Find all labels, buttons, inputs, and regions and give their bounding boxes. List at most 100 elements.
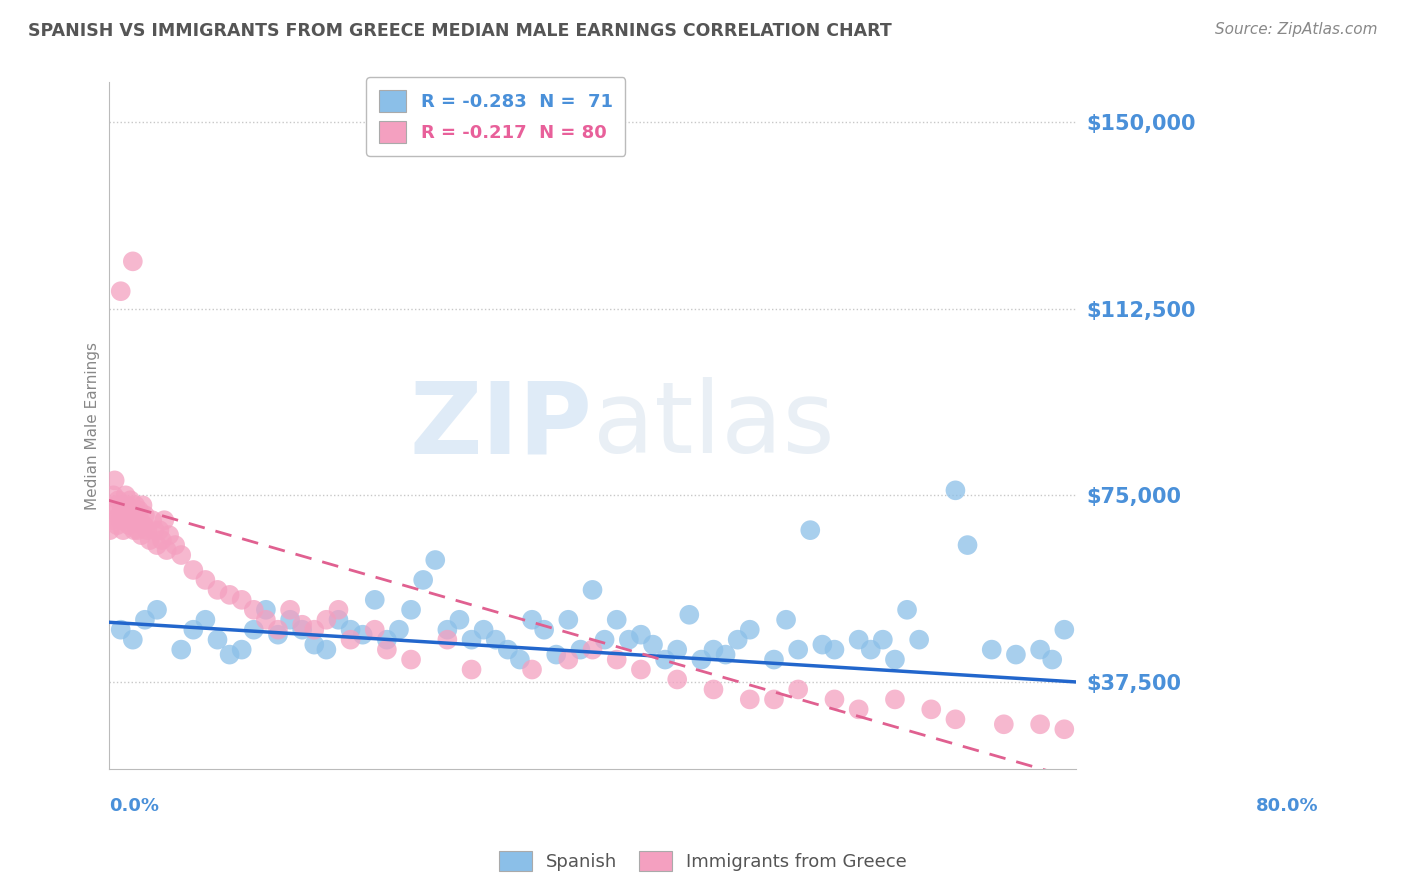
- Point: [231, 642, 253, 657]
- Point: [315, 613, 337, 627]
- Point: [920, 702, 942, 716]
- Text: 0.0%: 0.0%: [108, 797, 159, 814]
- Point: [617, 632, 640, 647]
- Point: [993, 717, 1015, 731]
- Point: [120, 493, 142, 508]
- Point: [872, 632, 894, 647]
- Point: [194, 573, 217, 587]
- Y-axis label: Median Male Earnings: Median Male Earnings: [86, 342, 100, 509]
- Point: [738, 692, 761, 706]
- Point: [121, 632, 143, 647]
- Point: [125, 513, 148, 527]
- Point: [352, 628, 374, 642]
- Point: [738, 623, 761, 637]
- Point: [1029, 717, 1052, 731]
- Point: [606, 613, 628, 627]
- Point: [908, 632, 931, 647]
- Point: [641, 638, 664, 652]
- Point: [425, 553, 447, 567]
- Point: [496, 642, 519, 657]
- Point: [460, 663, 482, 677]
- Point: [181, 563, 204, 577]
- Point: [278, 603, 301, 617]
- Point: [129, 528, 152, 542]
- Point: [787, 642, 810, 657]
- Point: [146, 603, 169, 617]
- Text: ZIP: ZIP: [409, 377, 592, 475]
- Point: [148, 523, 170, 537]
- Point: [115, 498, 138, 512]
- Point: [254, 613, 277, 627]
- Point: [412, 573, 434, 587]
- Point: [141, 513, 163, 527]
- Point: [546, 648, 568, 662]
- Point: [108, 508, 131, 523]
- Point: [630, 628, 652, 642]
- Point: [945, 483, 967, 498]
- Point: [207, 632, 229, 647]
- Point: [156, 543, 179, 558]
- Point: [775, 613, 797, 627]
- Point: [956, 538, 979, 552]
- Point: [243, 623, 266, 637]
- Point: [291, 623, 314, 637]
- Point: [762, 652, 785, 666]
- Point: [884, 692, 907, 706]
- Point: [218, 588, 240, 602]
- Point: [449, 613, 471, 627]
- Point: [278, 613, 301, 627]
- Point: [114, 488, 136, 502]
- Point: [98, 523, 121, 537]
- Point: [569, 642, 592, 657]
- Point: [533, 623, 555, 637]
- Point: [121, 503, 143, 517]
- Point: [105, 518, 128, 533]
- Point: [110, 623, 132, 637]
- Point: [945, 712, 967, 726]
- Point: [231, 592, 253, 607]
- Point: [218, 648, 240, 662]
- Point: [727, 632, 749, 647]
- Point: [101, 513, 124, 527]
- Point: [121, 513, 143, 527]
- Point: [134, 508, 156, 523]
- Point: [136, 523, 159, 537]
- Point: [520, 613, 543, 627]
- Point: [399, 652, 422, 666]
- Point: [315, 642, 337, 657]
- Point: [702, 682, 724, 697]
- Point: [520, 663, 543, 677]
- Point: [436, 623, 458, 637]
- Point: [304, 623, 326, 637]
- Point: [896, 603, 918, 617]
- Point: [207, 582, 229, 597]
- Point: [134, 613, 156, 627]
- Point: [364, 623, 387, 637]
- Text: atlas: atlas: [592, 377, 834, 475]
- Point: [129, 513, 152, 527]
- Point: [654, 652, 676, 666]
- Point: [339, 623, 361, 637]
- Point: [267, 628, 290, 642]
- Point: [557, 652, 579, 666]
- Text: 80.0%: 80.0%: [1256, 797, 1319, 814]
- Point: [194, 613, 217, 627]
- Point: [714, 648, 737, 662]
- Point: [690, 652, 713, 666]
- Point: [702, 642, 724, 657]
- Point: [132, 518, 155, 533]
- Point: [606, 652, 628, 666]
- Point: [127, 523, 149, 537]
- Point: [107, 493, 129, 508]
- Point: [254, 603, 277, 617]
- Point: [364, 592, 387, 607]
- Point: [678, 607, 700, 622]
- Point: [304, 638, 326, 652]
- Point: [762, 692, 785, 706]
- Text: SPANISH VS IMMIGRANTS FROM GREECE MEDIAN MALE EARNINGS CORRELATION CHART: SPANISH VS IMMIGRANTS FROM GREECE MEDIAN…: [28, 22, 891, 40]
- Point: [848, 632, 870, 647]
- Point: [509, 652, 531, 666]
- Point: [165, 538, 187, 552]
- Point: [122, 523, 145, 537]
- Point: [1053, 723, 1076, 737]
